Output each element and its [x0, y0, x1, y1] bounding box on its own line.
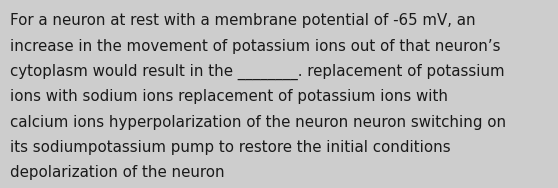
Text: its sodiumpotassium pump to restore the initial conditions: its sodiumpotassium pump to restore the …	[10, 140, 451, 155]
Text: depolarization of the neuron: depolarization of the neuron	[10, 165, 225, 180]
Text: cytoplasm would result in the ________. replacement of potassium: cytoplasm would result in the ________. …	[10, 64, 504, 80]
Text: ions with sodium ions replacement of potassium ions with: ions with sodium ions replacement of pot…	[10, 89, 448, 104]
Text: calcium ions hyperpolarization of the neuron neuron switching on: calcium ions hyperpolarization of the ne…	[10, 115, 506, 130]
Text: For a neuron at rest with a membrane potential of -65 mV, an: For a neuron at rest with a membrane pot…	[10, 13, 475, 28]
Text: increase in the movement of potassium ions out of that neuron’s: increase in the movement of potassium io…	[10, 39, 501, 54]
